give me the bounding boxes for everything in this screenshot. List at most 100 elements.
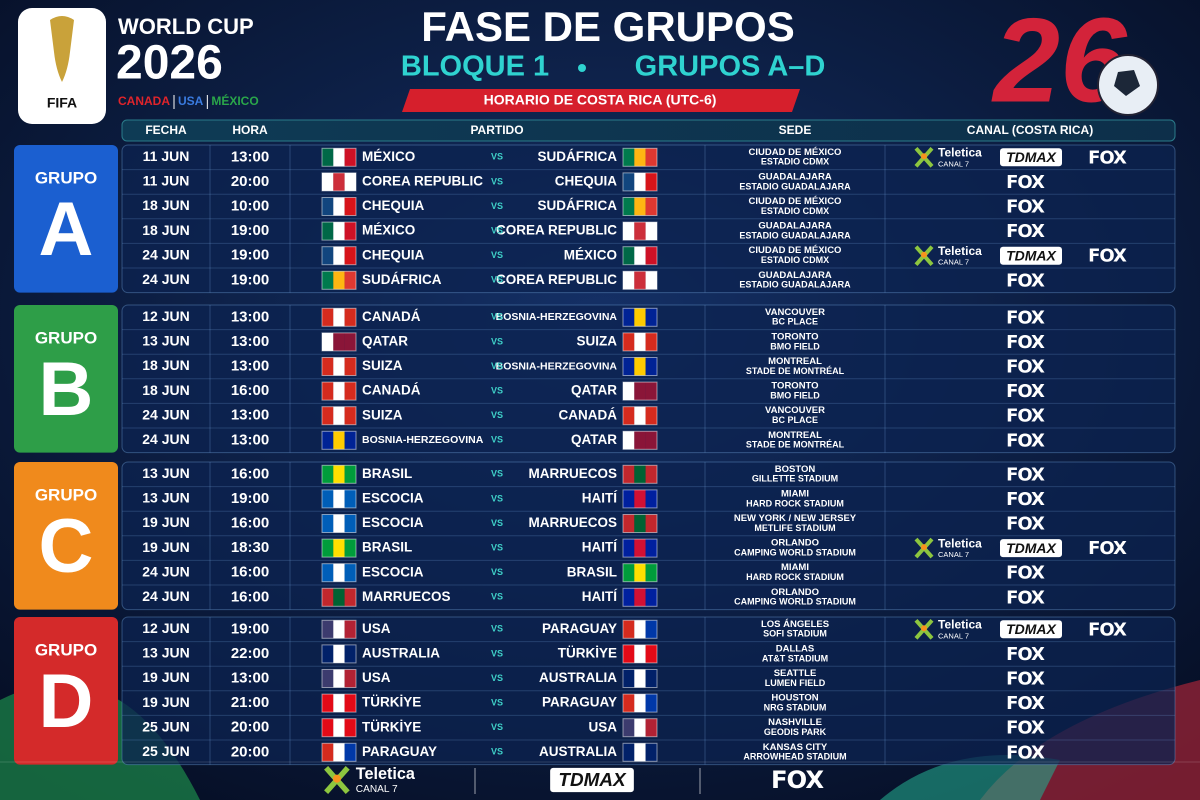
group-label: GRUPO <box>35 640 97 659</box>
venue-stadium: BMO FIELD <box>770 341 820 351</box>
away-team: BRASIL <box>567 564 617 579</box>
flag-stripe <box>623 308 635 327</box>
flag-stripe <box>344 382 356 401</box>
match-time: 10:00 <box>231 197 269 214</box>
channel-sub: CANAL 7 <box>938 258 969 267</box>
flag-stripe <box>322 431 334 450</box>
flag-stripe <box>322 743 334 762</box>
home-flag <box>321 644 357 664</box>
flag-stripe <box>333 197 345 216</box>
away-flag <box>622 563 658 583</box>
flag-stripe <box>333 406 345 425</box>
home-flag <box>321 430 357 450</box>
flag-stripe <box>634 431 646 450</box>
flag-stripe <box>344 308 356 327</box>
flag-stripe <box>623 357 635 376</box>
home-flag <box>321 563 357 583</box>
match-date: 19 JUN <box>142 669 189 685</box>
flag-stripe <box>634 644 646 663</box>
away-team: TÜRKİYE <box>558 645 617 660</box>
vs: VS <box>491 697 503 707</box>
vs: VS <box>491 518 503 528</box>
channel-sub: CANAL 7 <box>356 784 398 795</box>
flag-stripe <box>623 382 635 401</box>
flag-stripe <box>322 332 334 351</box>
match-date: 13 JUN <box>142 465 189 481</box>
flag-stripe <box>344 148 356 167</box>
venue-stadium: NRG STADIUM <box>764 702 827 712</box>
flag-stripe <box>623 148 635 167</box>
flag-stripe <box>333 563 345 582</box>
channel-name: TDMAX <box>1006 540 1057 556</box>
flag-stripe <box>322 246 334 265</box>
match-date: 18 JUN <box>142 197 189 213</box>
flag-stripe <box>322 514 334 533</box>
flag-stripe <box>344 669 356 688</box>
flag-stripe <box>333 431 345 450</box>
vs: VS <box>491 410 503 420</box>
flag-stripe <box>623 406 635 425</box>
flag-border <box>622 669 658 688</box>
flag-border <box>622 147 658 167</box>
away-team: PARAGUAY <box>542 695 617 710</box>
match-time: 20:00 <box>231 719 269 736</box>
match-time: 20:00 <box>231 743 269 760</box>
home-team: BRASIL <box>362 466 412 481</box>
group-label: GRUPO <box>35 168 97 187</box>
home-team: TÜRKİYE <box>362 719 421 734</box>
channel-name: Teletica <box>938 617 982 631</box>
separator-dot <box>578 64 586 72</box>
column-title: FECHA <box>145 123 187 137</box>
flag-stripe <box>645 694 657 713</box>
away-flag <box>622 197 658 216</box>
flag-border <box>321 489 357 509</box>
match-time: 16:00 <box>231 465 269 482</box>
away-flag <box>622 718 658 738</box>
venue-city: CIUDAD DE MÉXICO <box>749 196 842 207</box>
trophy <box>50 16 74 82</box>
flag-stripe <box>623 669 635 688</box>
match-date: 24 JUN <box>142 406 189 422</box>
home-team: PARAGUAY <box>362 744 437 759</box>
flag-border <box>622 172 658 192</box>
venue-city: LOS ÁNGELES <box>761 619 829 630</box>
flag-stripe <box>344 588 356 607</box>
flag-stripe <box>645 148 657 167</box>
title: FASE DE GRUPOS <box>421 3 794 50</box>
group-panel <box>121 144 1176 294</box>
flag-stripe <box>333 271 345 290</box>
away-flag <box>622 147 658 167</box>
flag-stripe <box>322 465 334 484</box>
host: CANADA <box>118 94 170 108</box>
away-flag <box>622 332 658 352</box>
flag-stripe <box>634 465 646 484</box>
flag-border <box>622 307 658 327</box>
flag-border <box>321 538 357 558</box>
vs: VS <box>491 385 503 395</box>
channel-name: FOX <box>1006 718 1045 739</box>
flag-stripe <box>623 620 635 639</box>
vs: VS <box>491 201 503 211</box>
flag-border <box>622 718 658 738</box>
flag-border <box>622 644 658 664</box>
away-team: AUSTRALIA <box>539 744 617 759</box>
match-date: 24 JUN <box>142 431 189 447</box>
away-flag <box>622 270 658 290</box>
vs: VS <box>491 275 503 285</box>
flag-stripe <box>645 588 657 607</box>
flag-border <box>622 221 658 241</box>
flag-stripe <box>634 514 646 533</box>
match-date: 13 JUN <box>142 490 189 506</box>
venue-stadium: STADE DE MONTRÉAL <box>746 440 845 450</box>
channel-name: FOX <box>1006 693 1045 714</box>
flag-border <box>622 357 658 376</box>
flag-border <box>321 693 357 713</box>
flag-stripe <box>645 332 657 351</box>
flag-stripe <box>634 271 646 290</box>
match-date: 18 JUN <box>142 357 189 373</box>
channel-name: FOX <box>1088 619 1127 640</box>
flag-stripe <box>634 332 646 351</box>
match-date: 13 JUN <box>142 645 189 661</box>
